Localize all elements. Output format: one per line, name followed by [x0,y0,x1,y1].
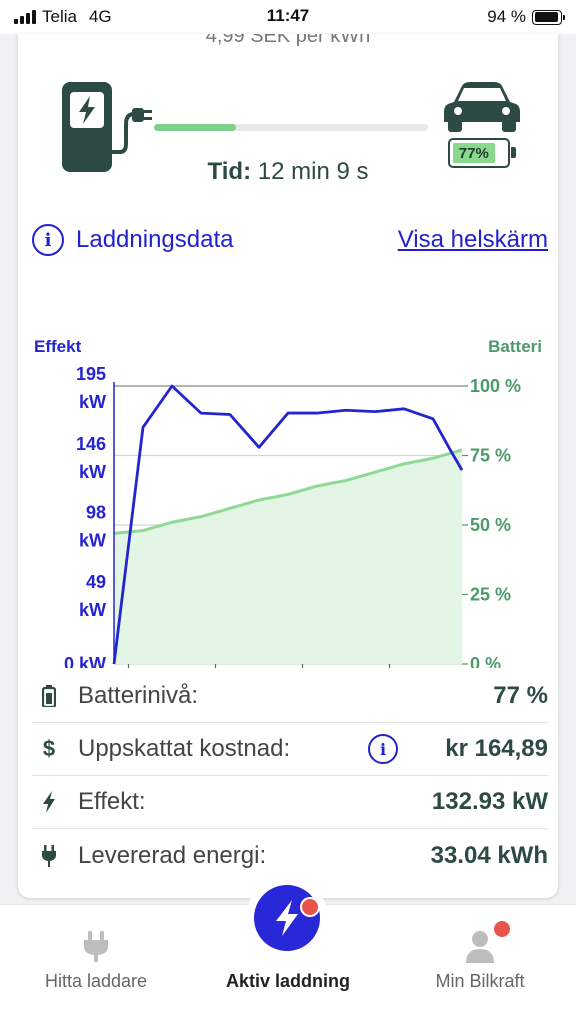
notification-dot [492,919,512,939]
carrier-name: Telia [42,7,77,26]
right-tick-label: 0 % [470,654,501,668]
battery-icon [32,685,66,707]
status-left: Telia 4G [14,7,112,27]
left-tick-label: 195 [76,364,106,384]
row-value: 77 % [493,682,548,709]
row-battery-level: Batterinivå: 77 % [32,670,548,723]
section-header: i Laddningsdata [32,224,233,256]
tab-label: Hitta laddare [44,971,148,991]
charging-time: Tid: 12 min 9 s [18,158,558,186]
left-axis-title: Effekt [34,337,82,356]
charging-card: 4,99 SEK per kWh 77% Tid: 12 min 9 s i L… [18,34,558,898]
cost-info-icon[interactable]: i [368,734,398,764]
charging-details: Batterinivå: 77 % $ Uppskattat kostnad: … [32,670,548,882]
plug-icon [84,931,108,962]
left-tick-unit: kW [79,462,106,482]
tab-label: Aktiv laddning [225,971,350,991]
time-value: 12 min 9 s [257,158,369,185]
tab-bar: Hitta laddare Aktiv laddning Min Bilkraf… [0,885,576,1024]
row-label: Effekt: [78,788,146,815]
row-value: kr 164,89 [445,735,548,762]
right-tick-label: 25 % [470,585,511,605]
charger-station-icon [62,82,152,172]
car-battery-indicator: 77% [448,138,516,168]
row-label: Uppskattat kostnad: [78,735,291,762]
row-delivered-energy: Levererad energi: 33.04 kWh [32,829,548,882]
row-label: Batterinivå: [78,682,199,709]
time-label: Tid: [207,158,252,185]
tab-active-charging[interactable]: Aktiv laddning [192,885,384,1024]
tab-find-charger[interactable]: Hitta laddare [0,905,192,1024]
left-tick-label: 98 [86,502,106,522]
charging-chart: Effekt Batteri 0 kW 49 kW 98 kW 146 kW 195 kW 0 % 25… [34,337,542,668]
charging-progress-fill [154,124,237,131]
section-title: Laddningsdata [76,226,234,253]
signal-icon [14,10,36,24]
left-tick-label: 0 kW [64,654,106,668]
left-tick-unit: kW [79,392,106,412]
row-label: Levererad energi: [78,841,267,869]
user-icon [466,931,494,963]
bolt-icon [32,791,66,813]
info-icon[interactable]: i [32,224,64,256]
dollar-icon: $ [42,736,56,761]
phone-battery-icon [532,9,565,25]
bolt-icon [276,900,298,936]
row-estimated-cost: $ Uppskattat kostnad: i kr 164,89 [32,723,548,776]
power-series-line [112,384,464,665]
left-tick-label: 146 [76,434,106,454]
row-value: 132.93 kW [431,788,548,815]
car-battery-level: 77% [453,143,495,163]
active-charging-button[interactable] [254,885,320,951]
tab-my-account[interactable]: Min Bilkraft [384,905,576,1024]
right-tick-label: 75 % [470,446,511,466]
clock: 11:47 [266,6,310,25]
right-axis-title: Batteri [488,337,542,356]
left-tick-label: 49 [86,572,106,592]
battery-percent: 94 % [487,7,526,26]
row-power: Effekt: 132.93 kW [32,776,548,829]
row-value: 33.04 kWh [430,841,548,869]
fullscreen-link[interactable]: Visa helskärm [397,226,548,253]
network-type: 4G [88,7,112,26]
right-tick-label: 100 % [470,376,521,396]
status-right: 94 % [487,7,565,27]
right-tick-label: 50 % [470,515,511,535]
left-tick-unit: kW [79,530,106,550]
battery-series-line [113,448,463,535]
left-tick-unit: kW [79,600,106,620]
plug-icon [32,844,66,867]
tab-label: Min Bilkraft [435,971,525,991]
battery-area [114,449,462,664]
car-icon [444,82,520,132]
price-per-kwh: 4,99 SEK per kWh [205,34,371,47]
charging-progress-bar [154,124,428,131]
notification-dot [300,897,320,917]
status-bar: Telia 4G 11:47 94 % [0,0,576,34]
